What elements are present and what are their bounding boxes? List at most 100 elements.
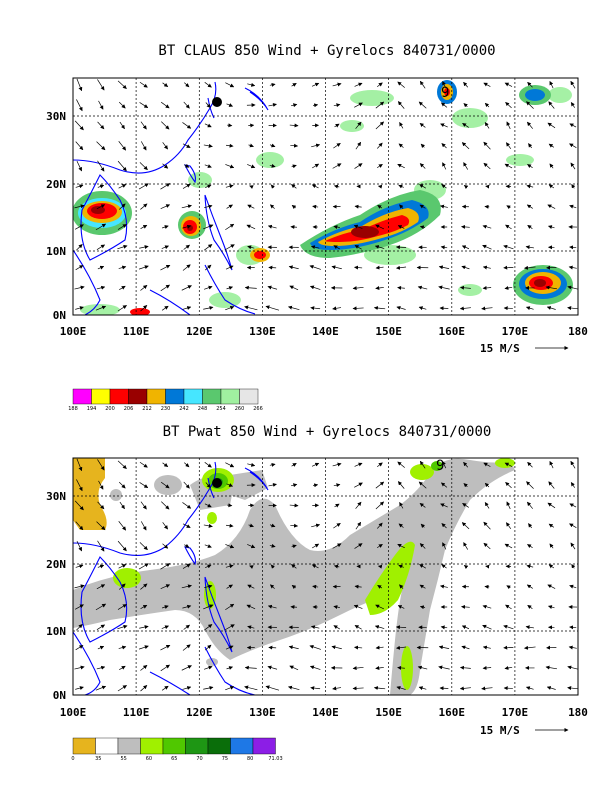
colorbar-label: 254 [216, 406, 226, 412]
wind-vector [224, 624, 235, 631]
wind-vector [160, 563, 171, 570]
wind-vector [355, 521, 362, 530]
wind-vector [333, 522, 341, 529]
wind-vector [225, 82, 235, 88]
wind-vector [525, 686, 534, 691]
wind-vector [118, 521, 127, 531]
wind-vector [140, 604, 148, 610]
wind-vector [332, 543, 342, 549]
wind-vector [119, 121, 125, 130]
wind-vector [440, 102, 448, 108]
wind-vector [398, 523, 404, 528]
wind-vector [571, 184, 576, 189]
panel-claus: BT CLAUS 850 Wind + Gyrelocs 840731/0000 [46, 43, 588, 412]
wind-vector [482, 285, 492, 290]
lon-label: 170E [502, 706, 529, 719]
wind-vector [162, 543, 169, 549]
wind-vector [182, 523, 191, 528]
wind-vector [569, 204, 577, 209]
wind-vector [570, 162, 576, 170]
wind-vector [95, 685, 107, 691]
wind-vector [545, 285, 558, 290]
wind-vector [204, 503, 212, 508]
colorbar-label: 0 [71, 756, 74, 762]
wind-vector [246, 224, 256, 230]
wind-vector [567, 686, 578, 691]
wind-vector [248, 523, 254, 528]
wind-vector [227, 503, 233, 508]
colorbar-swatch [239, 388, 259, 405]
wind-vector [397, 543, 405, 549]
wind-vector [354, 82, 363, 87]
wind-vector [247, 164, 256, 169]
wind-vector [182, 224, 192, 229]
wind-vector [247, 245, 255, 250]
wind-reference-label: 15 M/S [480, 342, 520, 355]
wind-vector [547, 122, 556, 129]
wind-vector [395, 625, 407, 630]
wind-vector [119, 203, 126, 210]
wind-vector [268, 645, 277, 650]
wind-vector [140, 501, 147, 510]
colorbar-label: 200 [105, 406, 115, 412]
wind-vector [268, 103, 277, 107]
wind-vector [353, 604, 363, 609]
wind-vector [354, 462, 363, 467]
colorbar-label: 206 [124, 406, 134, 412]
wind-vector [397, 101, 405, 109]
wind-vector [203, 143, 213, 148]
wind-vector [526, 101, 534, 109]
wind-vector [524, 645, 536, 650]
wind-vector [570, 460, 576, 469]
wind-vector [526, 204, 533, 209]
wind-vector [162, 142, 168, 150]
wind-vector [461, 224, 470, 229]
wind-vector [98, 100, 104, 110]
wind-vector [334, 123, 340, 128]
wind-vector [269, 163, 276, 168]
wind-vector [288, 305, 300, 311]
wind-vector [226, 286, 234, 290]
wind-vector [332, 686, 342, 691]
lat-label-20n: 20N [46, 178, 66, 191]
wind-vector [97, 645, 105, 650]
wind-vector [225, 265, 234, 270]
wind-vector [332, 163, 342, 169]
wind-vector [76, 479, 83, 492]
wind-vector [419, 460, 426, 469]
wind-vector [440, 123, 448, 128]
wind-vector [506, 522, 512, 529]
wind-vector [140, 685, 148, 692]
wind-vector [333, 245, 341, 250]
pwat-fill [73, 458, 515, 695]
wind-vector [420, 143, 425, 148]
wind-vector [118, 141, 127, 151]
wind-vector [463, 565, 469, 570]
wind-vector [398, 143, 404, 148]
colorbar-swatch [183, 388, 203, 405]
wind-vector [182, 604, 192, 609]
map-frame [72, 77, 579, 316]
wind-vector [265, 305, 280, 311]
wind-vector [161, 305, 169, 311]
wind-vector [203, 305, 214, 310]
wind-vector [205, 102, 211, 109]
wind-vector [526, 481, 534, 489]
wind-vector [438, 645, 450, 650]
wind-vector [225, 685, 235, 691]
wind-vector [352, 306, 364, 311]
wind-vector [527, 461, 533, 468]
wind-vector [373, 686, 386, 691]
wind-vector [205, 482, 211, 489]
wind-vector [74, 285, 85, 290]
colorbar-label: 248 [198, 406, 208, 412]
wind-vector [420, 523, 425, 528]
wind-vector [569, 245, 577, 250]
wind-vector [548, 101, 555, 109]
wind-vector [333, 605, 340, 610]
wind-vector [97, 265, 105, 270]
wind-vector [459, 686, 471, 691]
wind-vector [377, 522, 383, 529]
wind-vector [289, 123, 299, 128]
wind-vector [204, 462, 212, 468]
